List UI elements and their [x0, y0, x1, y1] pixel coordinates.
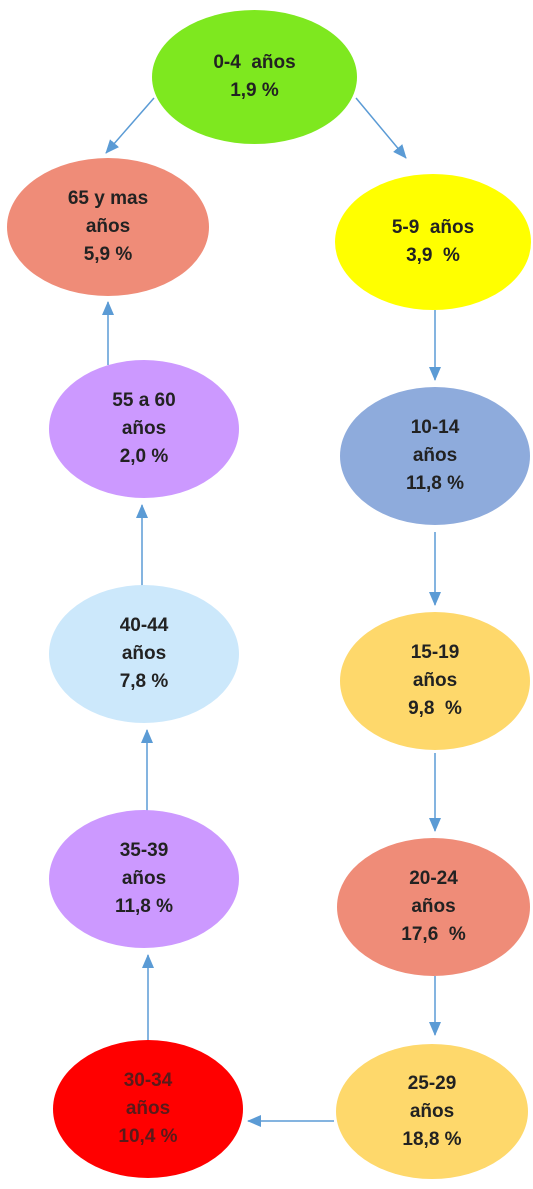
node-label: 35-39	[119, 840, 169, 861]
node-percent: 1,9 %	[230, 80, 279, 101]
node-label: 40-44	[119, 615, 169, 636]
node-25-29-anos: 25-29 años 18,8 %	[336, 1044, 528, 1179]
node-20-24-anos: 20-24 años 17,6 %	[337, 838, 530, 976]
node-0-4-anos: 0-4 años 1,9 %	[152, 10, 357, 144]
node-label-unit: años	[121, 418, 167, 439]
node-label-unit: años	[85, 216, 131, 237]
node-percent: 3,9 %	[406, 245, 460, 266]
node-percent: 9,8 %	[408, 698, 462, 719]
node-5-9-anos: 5-9 años 3,9 %	[335, 174, 531, 310]
node-65-y-mas-anos: 65 y mas años 5,9 %	[7, 158, 209, 296]
node-55-a-60-anos: 55 a 60 años 2,0 %	[49, 360, 239, 498]
node-label-unit: años	[125, 1098, 171, 1119]
node-label: 55 a 60	[112, 390, 176, 411]
node-percent: 10,4 %	[118, 1126, 178, 1147]
node-label-unit: años	[121, 643, 167, 664]
node-label: 65 y mas	[67, 188, 149, 209]
node-label: 20-24	[409, 868, 458, 889]
node-10-14-anos: 10-14 años 11,8 %	[340, 387, 530, 525]
node-35-39-anos: 35-39 años 11,8 %	[49, 810, 239, 948]
node-percent: 11,8 %	[114, 896, 174, 917]
node-15-19-anos: 15-19 años 9,8 %	[340, 612, 530, 750]
node-percent: 7,8 %	[119, 671, 169, 692]
node-percent: 18,8 %	[402, 1128, 462, 1150]
node-label-unit: años	[411, 896, 456, 917]
node-label: 5-9 años	[391, 217, 475, 238]
arrow-0-4-to-65-mas	[105, 97, 155, 154]
node-label: 15-19	[410, 642, 460, 663]
node-percent: 17,6 %	[401, 924, 466, 945]
node-40-44-anos: 40-44 años 7,8 %	[49, 585, 239, 723]
node-label: 30-34	[123, 1070, 173, 1091]
node-label: 10-14	[410, 417, 460, 438]
node-percent: 5,9 %	[83, 244, 133, 265]
arrow-0-4-to-5-9	[355, 97, 407, 159]
node-30-34-anos: 30-34 años 10,4 %	[53, 1040, 243, 1178]
node-percent: 2,0 %	[119, 446, 169, 467]
node-label-unit: años	[409, 1100, 455, 1122]
node-label: 0-4 años	[213, 52, 296, 73]
node-label-unit: años	[412, 445, 458, 466]
node-label-unit: años	[412, 670, 458, 691]
node-label: 25-29	[407, 1072, 457, 1094]
node-percent: 11,8 %	[405, 473, 465, 494]
node-label-unit: años	[121, 868, 167, 889]
